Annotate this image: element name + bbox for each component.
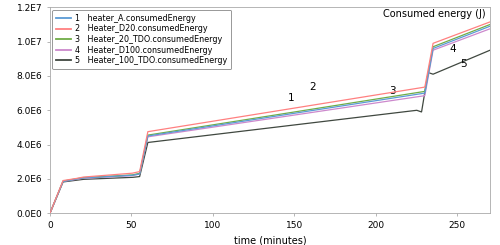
Text: 2: 2 [309,82,316,92]
Text: 3: 3 [389,86,396,96]
X-axis label: time (minutes): time (minutes) [234,235,306,245]
Text: 4: 4 [449,44,456,53]
Text: 1: 1 [288,93,294,103]
Legend: 1   heater_A.consumedEnergy, 2   Heater_D20.consumedEnergy, 3   Heater_20_TDO.co: 1 heater_A.consumedEnergy, 2 Heater_D20.… [52,10,231,69]
Text: Consumed energy (J): Consumed energy (J) [383,9,486,19]
Text: 5: 5 [460,59,467,69]
